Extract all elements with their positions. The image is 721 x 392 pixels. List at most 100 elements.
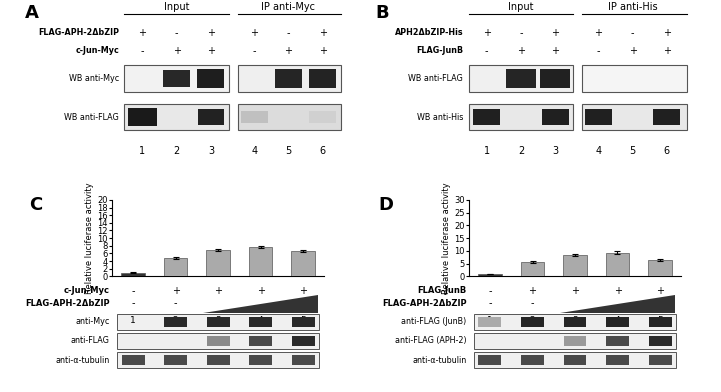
Text: FLAG-JunB: FLAG-JunB — [416, 47, 464, 55]
FancyBboxPatch shape — [249, 355, 272, 365]
Text: A: A — [25, 4, 39, 22]
FancyBboxPatch shape — [473, 109, 500, 125]
Text: B: B — [375, 4, 389, 22]
Text: +: + — [614, 286, 622, 296]
Text: -: - — [519, 27, 523, 38]
Text: 3: 3 — [572, 316, 578, 325]
FancyBboxPatch shape — [606, 317, 629, 327]
Text: WB anti-Myc: WB anti-Myc — [68, 74, 119, 83]
FancyBboxPatch shape — [583, 104, 687, 131]
Text: 5: 5 — [286, 146, 291, 156]
FancyBboxPatch shape — [207, 336, 229, 346]
FancyBboxPatch shape — [118, 314, 319, 330]
FancyBboxPatch shape — [207, 317, 229, 327]
FancyBboxPatch shape — [275, 69, 302, 88]
FancyBboxPatch shape — [128, 108, 157, 126]
FancyBboxPatch shape — [238, 104, 341, 131]
Text: -: - — [488, 298, 492, 309]
Text: +: + — [528, 286, 536, 296]
FancyBboxPatch shape — [198, 69, 224, 88]
FancyBboxPatch shape — [521, 317, 544, 327]
Text: 2: 2 — [173, 316, 178, 325]
Text: +: + — [656, 286, 664, 296]
Text: 5: 5 — [301, 316, 306, 325]
FancyBboxPatch shape — [649, 336, 671, 346]
FancyBboxPatch shape — [292, 317, 314, 327]
FancyBboxPatch shape — [564, 317, 586, 327]
Bar — [563, 255, 587, 276]
FancyBboxPatch shape — [241, 111, 267, 123]
FancyBboxPatch shape — [653, 109, 681, 125]
FancyBboxPatch shape — [164, 355, 187, 365]
FancyBboxPatch shape — [163, 70, 190, 87]
FancyBboxPatch shape — [118, 352, 319, 368]
Text: +: + — [299, 286, 307, 296]
Text: +: + — [214, 286, 222, 296]
Y-axis label: Relative luciferase activity: Relative luciferase activity — [85, 182, 94, 294]
Text: 2: 2 — [530, 316, 535, 325]
Text: 4: 4 — [615, 316, 620, 325]
Text: +: + — [207, 27, 215, 38]
Text: Input: Input — [164, 2, 190, 12]
Text: ·: · — [131, 317, 135, 327]
Text: +: + — [571, 286, 579, 296]
Text: +: + — [482, 27, 491, 38]
Text: 5: 5 — [658, 316, 663, 325]
Text: +: + — [319, 27, 327, 38]
Text: -: - — [175, 27, 178, 38]
Text: anti-α-tubulin: anti-α-tubulin — [56, 356, 110, 365]
FancyBboxPatch shape — [505, 69, 536, 88]
Text: 1: 1 — [131, 316, 136, 325]
FancyBboxPatch shape — [606, 336, 629, 346]
Text: FLAG-APH-2ΔbZIP: FLAG-APH-2ΔbZIP — [382, 299, 466, 308]
Bar — [291, 251, 315, 276]
Text: -: - — [131, 298, 135, 309]
Text: +: + — [138, 27, 146, 38]
Bar — [606, 253, 629, 276]
FancyBboxPatch shape — [564, 355, 586, 365]
FancyBboxPatch shape — [207, 355, 229, 365]
Text: -: - — [597, 46, 600, 56]
Text: 6: 6 — [319, 146, 326, 156]
FancyBboxPatch shape — [469, 65, 573, 92]
Text: +: + — [594, 27, 603, 38]
FancyBboxPatch shape — [479, 355, 501, 365]
Text: -: - — [488, 286, 492, 296]
Y-axis label: Relative luciferase activity: Relative luciferase activity — [442, 182, 451, 294]
FancyBboxPatch shape — [469, 104, 573, 131]
Text: 4: 4 — [258, 316, 263, 325]
Text: +: + — [172, 286, 180, 296]
Text: anti-FLAG (JunB): anti-FLAG (JunB) — [402, 318, 466, 327]
FancyBboxPatch shape — [292, 355, 314, 365]
Text: +: + — [257, 286, 265, 296]
Text: 2: 2 — [518, 146, 524, 156]
Bar — [249, 247, 273, 276]
Bar — [521, 262, 544, 276]
Text: -: - — [131, 286, 135, 296]
Text: +: + — [663, 27, 671, 38]
FancyBboxPatch shape — [164, 317, 187, 327]
Text: +: + — [207, 46, 215, 56]
FancyBboxPatch shape — [118, 333, 319, 349]
FancyBboxPatch shape — [541, 109, 569, 125]
Text: 1: 1 — [139, 146, 146, 156]
Text: -: - — [531, 298, 534, 309]
FancyBboxPatch shape — [649, 317, 671, 327]
FancyBboxPatch shape — [309, 69, 336, 88]
Bar — [648, 260, 672, 276]
Text: 3: 3 — [208, 146, 214, 156]
Text: +: + — [319, 46, 327, 56]
Text: -: - — [141, 46, 144, 56]
Text: WB anti-FLAG: WB anti-FLAG — [64, 113, 119, 122]
Text: Input: Input — [508, 2, 534, 12]
Bar — [121, 272, 145, 276]
FancyBboxPatch shape — [249, 317, 272, 327]
FancyBboxPatch shape — [606, 355, 629, 365]
Polygon shape — [203, 295, 318, 313]
Text: 1: 1 — [487, 316, 492, 325]
Text: -: - — [631, 27, 634, 38]
Text: -: - — [485, 46, 488, 56]
Bar — [206, 250, 230, 276]
Text: 2: 2 — [174, 146, 180, 156]
Text: FLAG-JunB: FLAG-JunB — [417, 286, 466, 295]
